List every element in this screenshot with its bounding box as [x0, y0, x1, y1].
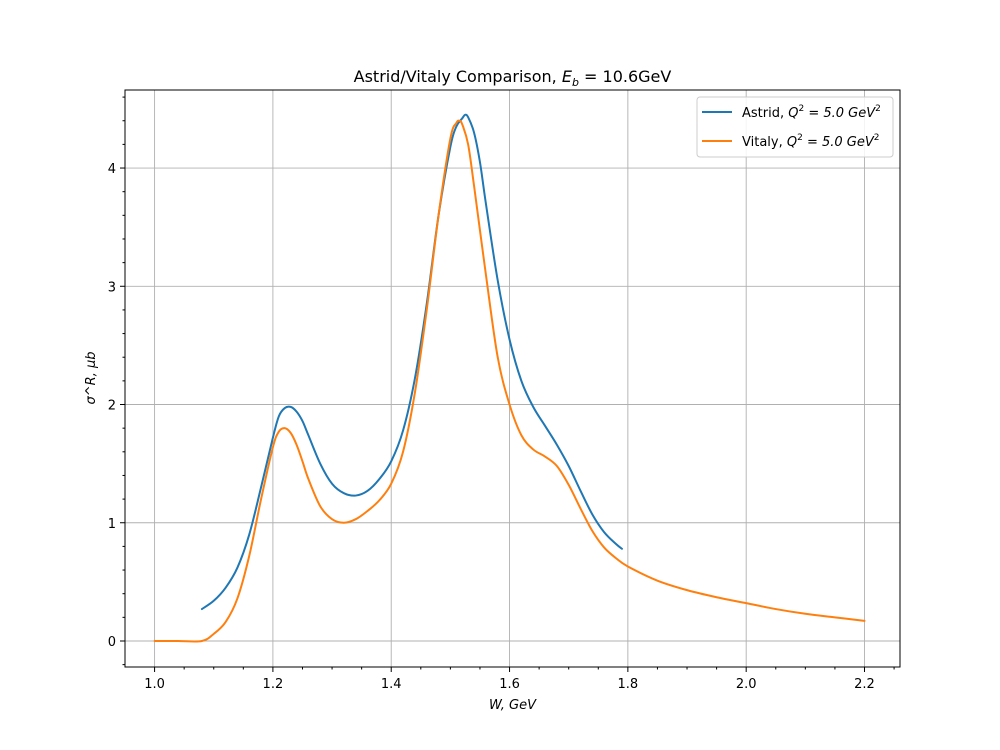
- x-tick-label: 2.0: [736, 677, 757, 692]
- legend: Astrid, Q2 = 5.0 GeV2 Vitaly, Q2 = 5.0 G…: [696, 96, 894, 158]
- y-tick-label: 3: [108, 280, 116, 295]
- x-tick-label: 1.2: [263, 677, 284, 692]
- grid: [125, 90, 900, 667]
- y-tick-label: 4: [108, 162, 116, 177]
- legend-box: [696, 96, 894, 158]
- y-tick-label: 1: [108, 517, 116, 532]
- x-tick-label: 1.0: [144, 677, 165, 692]
- legend-label-vitaly: Vitaly, Q2 = 5.0 GeV2: [742, 133, 880, 150]
- axis-ticks: 1.0 1.2 1.4 1.6 1.8 2.0 2.2 0 1 2 3 4: [108, 96, 895, 692]
- chart-title: Astrid/Vitaly Comparison, Eb = 10.6GeV: [354, 67, 672, 89]
- x-tick-label: 1.4: [381, 677, 402, 692]
- x-tick-label: 1.8: [618, 677, 639, 692]
- y-axis-label: σ^R, μb: [84, 352, 99, 405]
- series-line-astrid: [200, 113, 623, 611]
- x-axis-label: W, GeV: [489, 698, 537, 713]
- x-tick-label: 2.2: [854, 677, 875, 692]
- series-line-vitaly: [153, 119, 866, 643]
- y-tick-label: 0: [108, 635, 116, 650]
- plot-frame: [124, 89, 901, 668]
- series-layer: [153, 113, 866, 643]
- legend-label-astrid: Astrid, Q2 = 5.0 GeV2: [742, 104, 881, 121]
- x-tick-label: 1.6: [499, 677, 520, 692]
- y-tick-label: 2: [108, 399, 116, 414]
